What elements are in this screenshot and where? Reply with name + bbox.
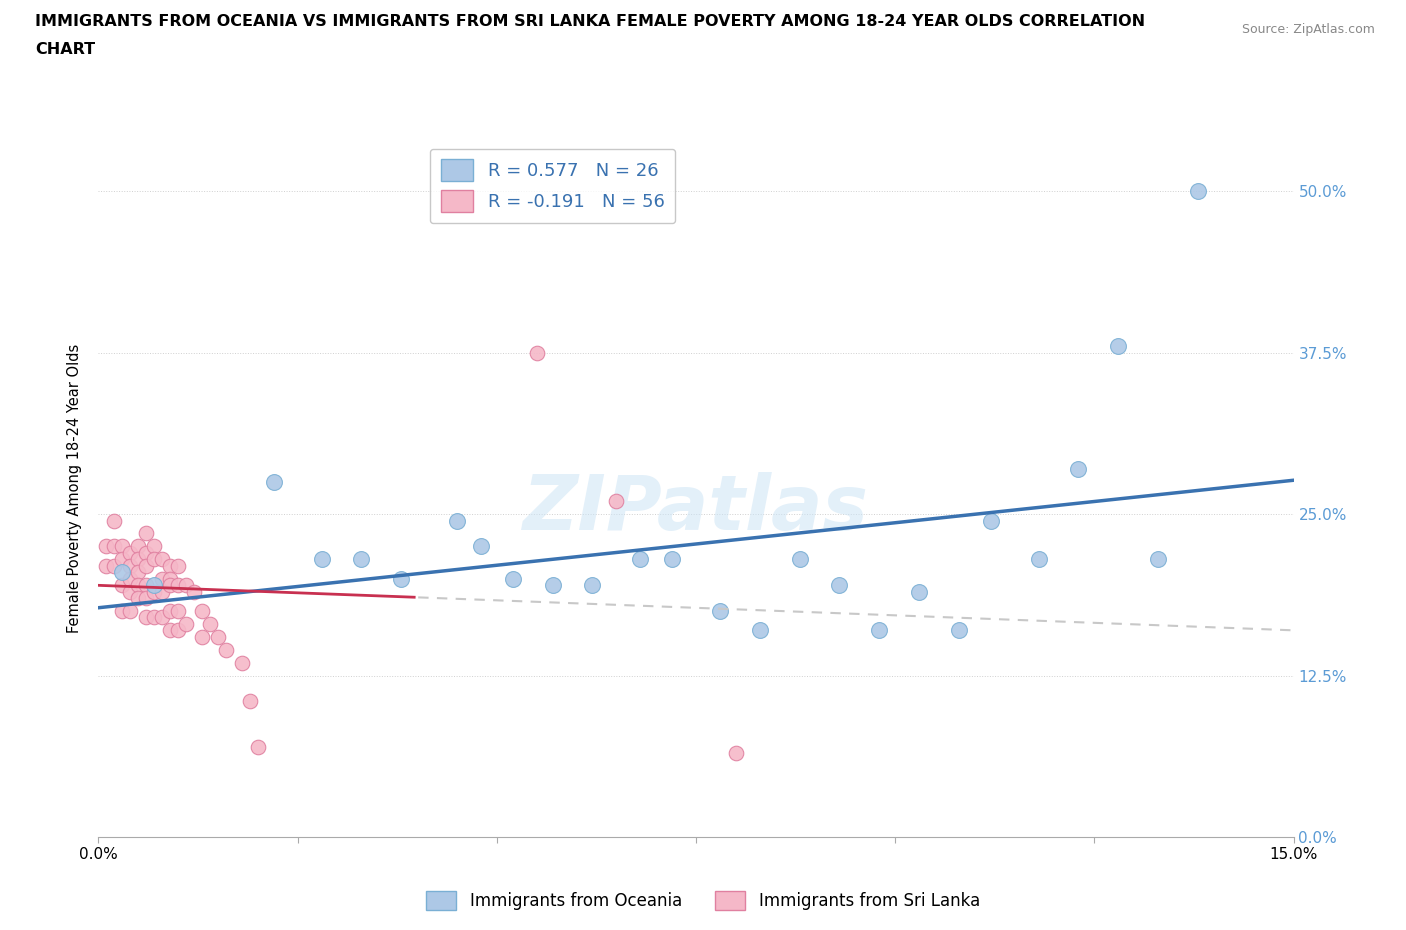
Point <box>159 623 181 638</box>
Point <box>127 565 149 579</box>
Point <box>239 694 262 709</box>
Point <box>502 571 524 586</box>
Point <box>183 584 205 599</box>
Text: ZIPatlas: ZIPatlas <box>523 472 869 546</box>
Point <box>263 474 285 489</box>
Point <box>135 526 157 541</box>
Point <box>127 578 149 592</box>
Point <box>150 551 173 566</box>
Point <box>389 571 412 586</box>
Point <box>167 604 190 618</box>
Point <box>111 539 134 554</box>
Text: CHART: CHART <box>35 42 96 57</box>
Point <box>159 558 181 573</box>
Point <box>150 584 173 599</box>
Point <box>143 539 166 554</box>
Point <box>980 513 1002 528</box>
Point <box>120 604 142 618</box>
Point <box>174 617 197 631</box>
Point <box>1147 551 1170 566</box>
Point <box>135 610 157 625</box>
Point <box>135 578 157 592</box>
Point <box>724 746 747 761</box>
Point <box>541 578 564 592</box>
Point <box>120 558 142 573</box>
Point <box>143 551 166 566</box>
Point <box>167 558 190 573</box>
Point <box>215 643 238 658</box>
Point <box>143 584 166 599</box>
Point <box>143 610 166 625</box>
Point <box>143 578 166 592</box>
Point <box>246 739 269 754</box>
Point <box>159 571 181 586</box>
Point <box>96 539 118 554</box>
Legend: R = 0.577   N = 26, R = -0.191   N = 56: R = 0.577 N = 26, R = -0.191 N = 56 <box>430 149 675 223</box>
Point <box>628 551 651 566</box>
Point <box>150 571 173 586</box>
Legend: Immigrants from Oceania, Immigrants from Sri Lanka: Immigrants from Oceania, Immigrants from… <box>419 884 987 917</box>
Point <box>191 604 214 618</box>
Point <box>111 604 134 618</box>
Point <box>135 545 157 560</box>
Point <box>127 551 149 566</box>
Text: Source: ZipAtlas.com: Source: ZipAtlas.com <box>1241 23 1375 36</box>
Point <box>127 539 149 554</box>
Point <box>908 584 931 599</box>
Point <box>96 558 118 573</box>
Point <box>446 513 468 528</box>
Point <box>103 513 125 528</box>
Point <box>709 604 731 618</box>
Point <box>1067 461 1090 476</box>
Point <box>231 656 253 671</box>
Point <box>159 578 181 592</box>
Point <box>789 551 811 566</box>
Y-axis label: Female Poverty Among 18-24 Year Olds: Female Poverty Among 18-24 Year Olds <box>67 343 83 633</box>
Point <box>167 578 190 592</box>
Point <box>120 545 142 560</box>
Point <box>1107 339 1129 353</box>
Point <box>135 591 157 605</box>
Point <box>135 558 157 573</box>
Point <box>828 578 851 592</box>
Point <box>191 630 214 644</box>
Point <box>311 551 333 566</box>
Point <box>207 630 229 644</box>
Point <box>159 604 181 618</box>
Point <box>526 345 548 360</box>
Point <box>470 539 492 554</box>
Point <box>150 610 173 625</box>
Point <box>111 551 134 566</box>
Point <box>1028 551 1050 566</box>
Point <box>948 623 970 638</box>
Point <box>103 558 125 573</box>
Point <box>1187 184 1209 199</box>
Point <box>868 623 890 638</box>
Point <box>605 494 627 509</box>
Point <box>111 578 134 592</box>
Point <box>103 539 125 554</box>
Point <box>127 591 149 605</box>
Point <box>111 565 134 579</box>
Point <box>167 623 190 638</box>
Point <box>198 617 221 631</box>
Point <box>748 623 770 638</box>
Point <box>120 571 142 586</box>
Text: IMMIGRANTS FROM OCEANIA VS IMMIGRANTS FROM SRI LANKA FEMALE POVERTY AMONG 18-24 : IMMIGRANTS FROM OCEANIA VS IMMIGRANTS FR… <box>35 14 1146 29</box>
Point <box>661 551 683 566</box>
Point <box>350 551 373 566</box>
Point <box>120 584 142 599</box>
Point <box>581 578 603 592</box>
Point <box>174 578 197 592</box>
